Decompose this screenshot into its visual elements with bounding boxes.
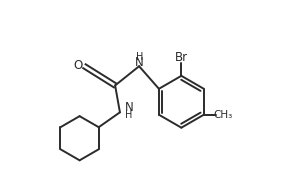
Text: H: H — [126, 110, 133, 120]
Text: N: N — [125, 101, 133, 114]
Text: H: H — [136, 52, 143, 62]
Text: CH₃: CH₃ — [213, 110, 233, 120]
Text: O: O — [74, 59, 83, 72]
Text: N: N — [135, 56, 144, 69]
Text: Br: Br — [175, 51, 188, 65]
